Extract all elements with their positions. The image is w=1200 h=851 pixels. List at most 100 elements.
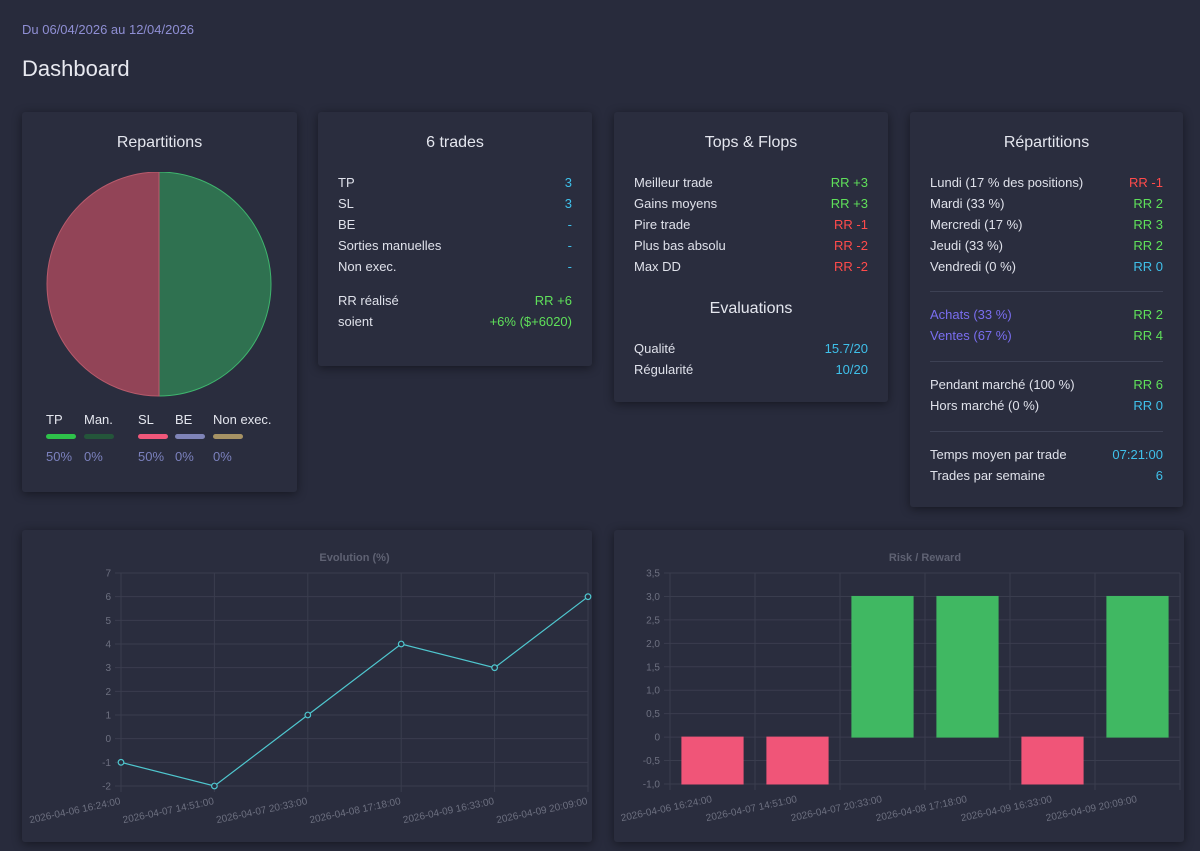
eval-row-quality: Qualité 15.7/20 [634, 341, 868, 356]
x-tick-label: 2026-04-06 16:24:00 [620, 794, 714, 824]
y-tick-label: 0 [105, 734, 111, 745]
legend-pct: 0% [175, 449, 194, 464]
row-label: Sorties manuelles [338, 238, 442, 253]
bar-chart-title: Risk / Reward [889, 552, 961, 564]
y-tick-label: -2 [102, 782, 111, 793]
legend-item-man[interactable]: Man. [84, 412, 113, 427]
legend-swatch [138, 434, 168, 439]
tops-flops-card: Tops & Flops Meilleur trade RR +3 Gains m… [614, 112, 888, 402]
y-tick-label: 3,0 [646, 592, 660, 603]
row-value: - [567, 259, 572, 274]
row-value: RR 2 [1133, 238, 1163, 253]
legend-item-sl[interactable]: SL [138, 412, 154, 427]
data-point [210, 782, 218, 790]
bar[interactable] [681, 736, 744, 785]
row-label: Qualité [634, 341, 676, 356]
y-tick-label: 2 [105, 687, 111, 698]
row-value: 10/20 [835, 362, 868, 377]
row-value: 3 [564, 196, 572, 211]
page-title: Dashboard [22, 56, 130, 81]
y-tick-label: 1,5 [646, 662, 660, 673]
row-label: Max DD [634, 259, 681, 274]
stat-row-avg-time: Temps moyen par trade 07:21:00 [930, 447, 1163, 462]
x-tick-label: 2026-04-07 14:51:00 [122, 796, 216, 826]
row-value: +6% ($+6020) [489, 314, 572, 329]
bar[interactable] [936, 595, 999, 738]
repartitions-days-card: Répartitions Lundi (17 % des positions) R… [910, 112, 1183, 507]
data-point [584, 593, 592, 601]
legend-label: BE [175, 412, 193, 427]
legend-swatch [46, 434, 76, 439]
row-label: Gains moyens [634, 196, 718, 211]
row-value: 15.7/20 [824, 341, 868, 356]
trades-title: 6 trades [426, 134, 484, 151]
tops-row-worst: Pire trade RR -1 [634, 217, 868, 232]
divider [930, 291, 1163, 292]
y-tick-label: 1 [105, 711, 111, 722]
row-label: Non exec. [338, 259, 397, 274]
x-tick-label: 2026-04-07 20:33:00 [215, 796, 309, 826]
day-row-thursday: Jeudi (33 %) RR 2 [930, 238, 1163, 253]
y-tick-label: 7 [105, 569, 111, 580]
tops-row-lowest: Plus bas absolu RR -2 [634, 238, 868, 253]
data-point [397, 640, 405, 648]
row-value: - [567, 238, 572, 253]
trades-row-rr: RR réalisé RR +6 [338, 293, 572, 308]
date-range: Du 06/04/2026 au 12/04/2026 [22, 22, 195, 37]
row-value: 3 [564, 175, 572, 190]
row-label: Plus bas absolu [634, 238, 726, 253]
pie-slice-tp[interactable] [158, 172, 272, 397]
bar[interactable] [766, 736, 829, 785]
y-tick-label: 3 [105, 663, 111, 674]
repartitions-pie-card: Repartitions TP 50% Man. 0% SL 50% BE 0%… [22, 112, 297, 492]
day-row-monday: Lundi (17 % des positions) RR -1 [930, 175, 1163, 190]
row-value: RR 6 [1133, 377, 1163, 392]
trades-row-non-exec: Non exec. - [338, 259, 572, 274]
row-label: BE [338, 217, 356, 232]
risk-reward-bar-chart: Risk / Reward -1,0 -0,5 0 0,5 1,0 1,5 2,0 2,5 3,0… [620, 552, 1181, 824]
pie-slice-sl[interactable] [46, 172, 160, 397]
trades-card: 6 trades TP 3 SL 3 BE - Sorties manuelles - … [318, 112, 592, 366]
legend-item-non-exec[interactable]: Non exec. [213, 412, 272, 427]
row-label: Hors marché (0 %) [930, 398, 1040, 413]
row-label: Temps moyen par trade [930, 447, 1067, 462]
row-value: RR 0 [1133, 398, 1163, 413]
trades-row-tp: TP 3 [338, 175, 572, 190]
bar[interactable] [851, 595, 914, 738]
row-label: Régularité [634, 362, 694, 377]
x-tick-label: 2026-04-09 16:33:00 [960, 794, 1054, 824]
y-tick-label: 3,5 [646, 569, 660, 580]
y-tick-label: 2,5 [646, 615, 660, 626]
row-value: RR 2 [1133, 196, 1163, 211]
row-value: RR -2 [834, 259, 868, 274]
risk-reward-card: Risk / Reward -1,0 -0,5 0 0,5 1,0 1,5 2,0 2,5 3,0… [614, 530, 1184, 842]
y-tick-label: -1,0 [643, 780, 661, 791]
divider [930, 431, 1163, 432]
trades-row-sl: SL 3 [338, 196, 572, 211]
row-label: Achats (33 %) [930, 307, 1012, 322]
row-value: RR +3 [830, 196, 868, 211]
legend-pct: 50% [138, 449, 165, 464]
row-value: RR 3 [1133, 217, 1163, 232]
row-label: Jeudi (33 %) [930, 238, 1003, 253]
legend-swatch [84, 434, 114, 439]
legend-label: Man. [84, 412, 113, 427]
legend-item-be[interactable]: BE [175, 412, 192, 427]
y-tick-label: 1,0 [646, 686, 660, 697]
bar[interactable] [1021, 736, 1084, 785]
tops-row-best: Meilleur trade RR +3 [634, 175, 868, 190]
data-point [117, 758, 125, 766]
legend-pct: 50% [46, 449, 73, 464]
legend-item-tp[interactable]: TP [46, 412, 63, 427]
evolution-series-line [120, 596, 589, 787]
x-tick-label: 2026-04-09 20:09:00 [1045, 794, 1139, 824]
row-label: Pire trade [634, 217, 691, 232]
x-tick-label: 2026-04-07 20:33:00 [790, 794, 884, 824]
day-row-wednesday: Mercredi (17 %) RR 3 [930, 217, 1163, 232]
y-tick-label: 5 [105, 616, 111, 627]
trades-row-soient: soient +6% ($+6020) [338, 314, 572, 329]
y-tick-label: 0,5 [646, 709, 660, 720]
bar[interactable] [1106, 595, 1169, 738]
x-tick-label: 2026-04-09 20:09:00 [496, 796, 590, 826]
row-label: Mardi (33 %) [930, 196, 1005, 211]
